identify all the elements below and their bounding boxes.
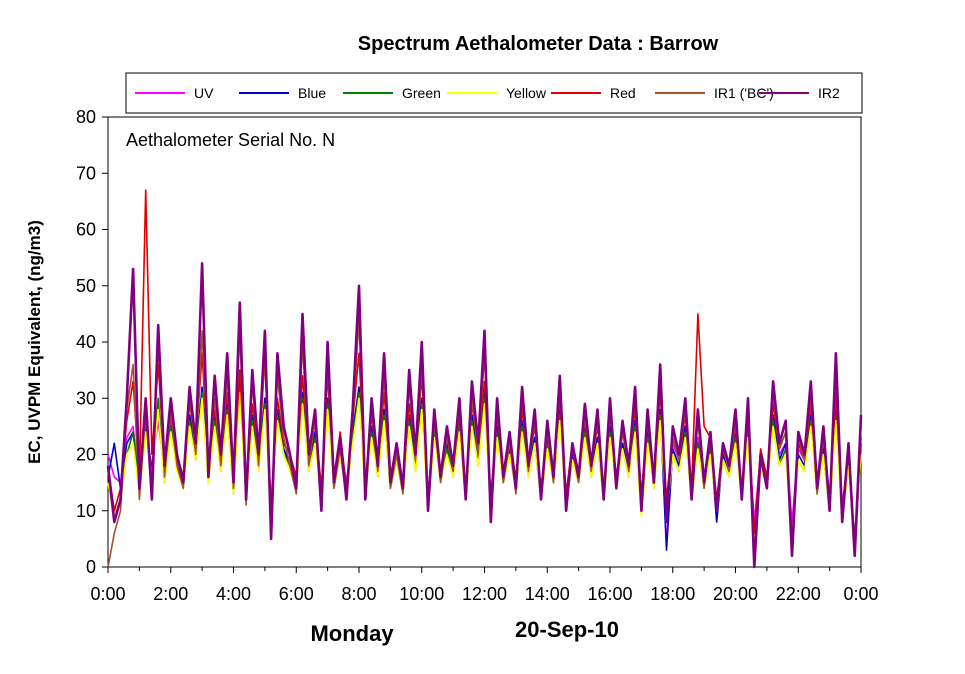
y-axis-label: EC, UVPM Equivalent, (ng/m3) [25,220,44,464]
legend-label: IR2 [818,85,840,101]
x-tick-label: 4:00 [216,584,251,604]
date-label: 20-Sep-10 [515,617,619,642]
y-tick-label: 10 [76,501,96,521]
legend-item: Blue [239,85,326,101]
y-tick-label: 70 [76,163,96,183]
y-tick-label: 60 [76,220,96,240]
legend-label: Blue [298,85,326,101]
legend-item: UV [135,85,214,101]
x-tick-label: 0:00 [90,584,125,604]
y-tick-label: 30 [76,388,96,408]
legend-label: Green [402,85,441,101]
legend-label: Yellow [506,85,547,101]
x-tick-label: 18:00 [650,584,695,604]
x-tick-label: 2:00 [153,584,188,604]
legend-label: Red [610,85,636,101]
x-tick-label: 16:00 [587,584,632,604]
serial-annotation: Aethalometer Serial No. N [126,130,335,150]
y-axis: 0 10 20 30 40 50 60 70 80 [76,107,108,577]
x-tick-label: 0:00 [843,584,878,604]
y-tick-label: 0 [86,557,96,577]
chart-title: Spectrum Aethalometer Data : Barrow [358,33,719,55]
x-tick-label: 8:00 [341,584,376,604]
y-tick-label: 80 [76,107,96,127]
x-tick-label: 22:00 [776,584,821,604]
legend-item: Green [343,85,441,101]
series-line-ir2 [106,261,863,569]
legend-item: Red [551,85,636,101]
legend-label: UV [194,85,214,101]
x-tick-label: 6:00 [279,584,314,604]
y-tick-label: 20 [76,445,96,465]
legend-item: IR1 ('BC') [655,85,774,101]
x-tick-label: 14:00 [525,584,570,604]
legend-label: IR1 ('BC') [714,85,774,101]
legend: UV Blue Green Yellow Red IR1 ('BC') IR2 [135,85,840,101]
x-axis: 0:00 2:00 4:00 6:00 8:00 10:00 12:00 14:00 16:00… [90,567,879,604]
x-tick-label: 12:00 [462,584,507,604]
day-label: Monday [310,621,394,646]
x-tick-label: 20:00 [713,584,758,604]
legend-item: IR2 [759,85,840,101]
legend-item: Yellow [447,85,547,101]
y-tick-label: 50 [76,276,96,296]
y-tick-label: 40 [76,332,96,352]
series-lines [106,189,863,569]
series-line-yellow [107,391,862,540]
x-tick-label: 10:00 [399,584,444,604]
